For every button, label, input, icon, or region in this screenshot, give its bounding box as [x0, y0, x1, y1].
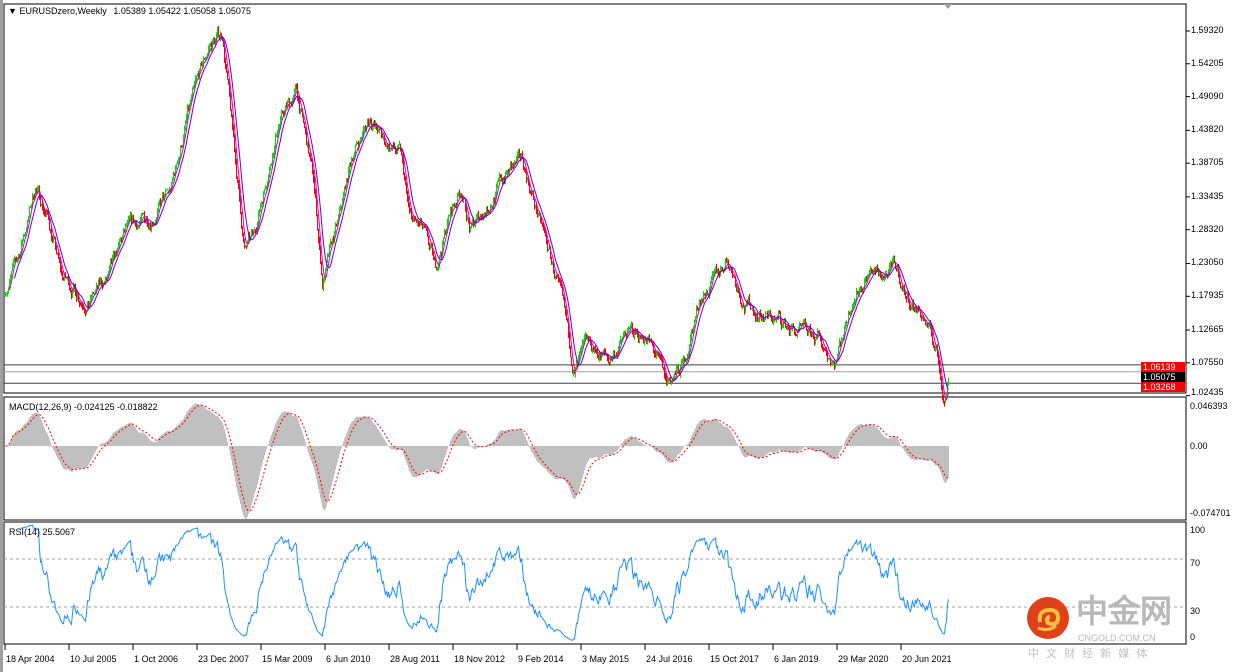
price-tick-label: 1.02435 [1191, 387, 1224, 397]
time-axis-label: 28 Aug 2011 [390, 654, 440, 664]
price-tag-upper: 1.06139 [1141, 362, 1185, 372]
rsi-tick-100: 100 [1190, 525, 1206, 535]
rsi-label: RSI(14) 25.5067 [9, 527, 76, 537]
cngold-logo-icon [1027, 597, 1069, 639]
time-axis-label: 9 Feb 2014 [518, 654, 564, 664]
triangle-down-icon[interactable]: ▼ [8, 6, 17, 16]
price-tick-label: 1.12665 [1191, 324, 1224, 335]
price-tick-label: 1.59320 [1191, 25, 1224, 35]
watermark-tagline: 中 文 财 经 新 媒 体 [1028, 648, 1150, 660]
price-tick-label: 1.07550 [1191, 356, 1224, 367]
left-border [0, 0, 3, 672]
rsi-tick-70: 70 [1190, 558, 1201, 568]
macd-panel [3, 396, 1187, 521]
watermark-domain: CNGOLD.COM.CN [1078, 633, 1156, 643]
rsi-tick-0: 0 [1190, 632, 1196, 642]
price-tick-label: 1.28320 [1191, 223, 1224, 234]
time-axis-label: 3 May 2015 [582, 654, 630, 664]
time-axis-label: 10 Jul 2005 [70, 654, 117, 664]
time-axis-label: 20 Jun 2021 [902, 654, 952, 664]
chart-title: ▼ EURUSDzero,Weekly 1.05389 1.05422 1.05… [8, 6, 251, 16]
shift-marker-icon[interactable] [944, 4, 952, 9]
time-axis-label: 29 Mar 2020 [838, 654, 889, 664]
price-tick-label: 1.38705 [1191, 157, 1224, 168]
cngold-watermark: 中金网 CNGOLD.COM.CN 中 文 财 经 新 媒 体 [1026, 593, 1176, 668]
rsi-tick-30: 30 [1190, 606, 1201, 616]
macd-signal-line [5, 404, 949, 512]
time-axis-label: 15 Mar 2009 [262, 654, 313, 664]
price-tick-label: 1.23050 [1191, 257, 1224, 268]
time-axis-label: 24 Jul 2016 [646, 654, 693, 664]
moving-average-line [14, 36, 949, 390]
moving-average-line [9, 33, 949, 401]
macd-label: MACD(12,26,9) -0.024125 -0.018822 [9, 402, 158, 412]
price-tag-lower: 1.03268 [1141, 382, 1185, 392]
price-tick-label: 1.54205 [1191, 57, 1224, 68]
price-tick-label: 1.17935 [1191, 290, 1224, 301]
price-tick-label: 1.33435 [1191, 190, 1224, 201]
time-axis-label: 6 Jan 2019 [774, 654, 819, 664]
macd-tick-min: -0.074701 [1190, 508, 1231, 518]
price-tick-label: 1.43820 [1191, 124, 1224, 135]
price-panel [3, 3, 1187, 394]
time-axis-label: 18 Apr 2004 [6, 654, 55, 664]
macd-tick-zero: 0.00 [1190, 441, 1208, 451]
rsi-panel [3, 521, 1187, 645]
price-tick-label: 1.49090 [1191, 90, 1224, 101]
time-axis-label: 18 Nov 2012 [454, 654, 506, 664]
price-tag-current: 1.05075 [1141, 372, 1185, 382]
rsi-line [19, 524, 949, 641]
ohlc-values: 1.05389 1.05422 1.05058 1.05075 [113, 6, 251, 16]
time-axis-label: 15 Oct 2017 [710, 654, 760, 664]
symbol-timeframe: EURUSDzero,Weekly [19, 6, 107, 16]
time-axis-label: 1 Oct 2006 [134, 654, 179, 664]
watermark-brand: 中金网 [1076, 593, 1173, 629]
time-axis-label: 23 Dec 2007 [198, 654, 250, 664]
macd-tick-max: 0.046393 [1190, 401, 1228, 411]
time-axis-label: 6 Jun 2010 [326, 654, 371, 664]
